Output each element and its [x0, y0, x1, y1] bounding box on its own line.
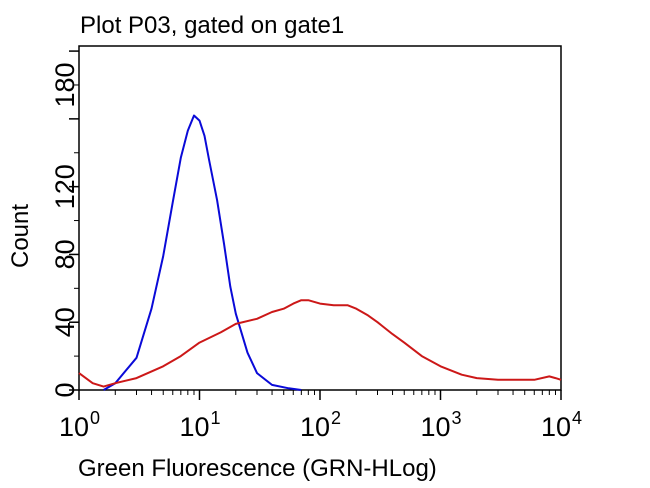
chart-title: Plot P03, gated on gate1	[80, 12, 344, 39]
y-tick-label: 180	[50, 62, 80, 107]
y-tick-label: 0	[50, 382, 80, 397]
y-tick-label: 40	[50, 307, 80, 337]
x-tick-label: 103	[421, 408, 462, 442]
y-tick-label: 80	[50, 239, 80, 269]
y-tick-label: 120	[50, 164, 80, 209]
plot-frame	[78, 45, 562, 391]
series-line-2	[78, 299, 562, 388]
x-tick-label: 102	[300, 408, 341, 442]
x-tick-label: 101	[180, 408, 221, 442]
series-line-1	[103, 114, 302, 391]
x-axis-label: Green Fluorescence (GRN-HLog)	[78, 455, 437, 482]
x-tick-label: 104	[541, 408, 582, 442]
y-axis-label: Count	[7, 204, 34, 268]
x-tick-label: 100	[59, 408, 100, 442]
